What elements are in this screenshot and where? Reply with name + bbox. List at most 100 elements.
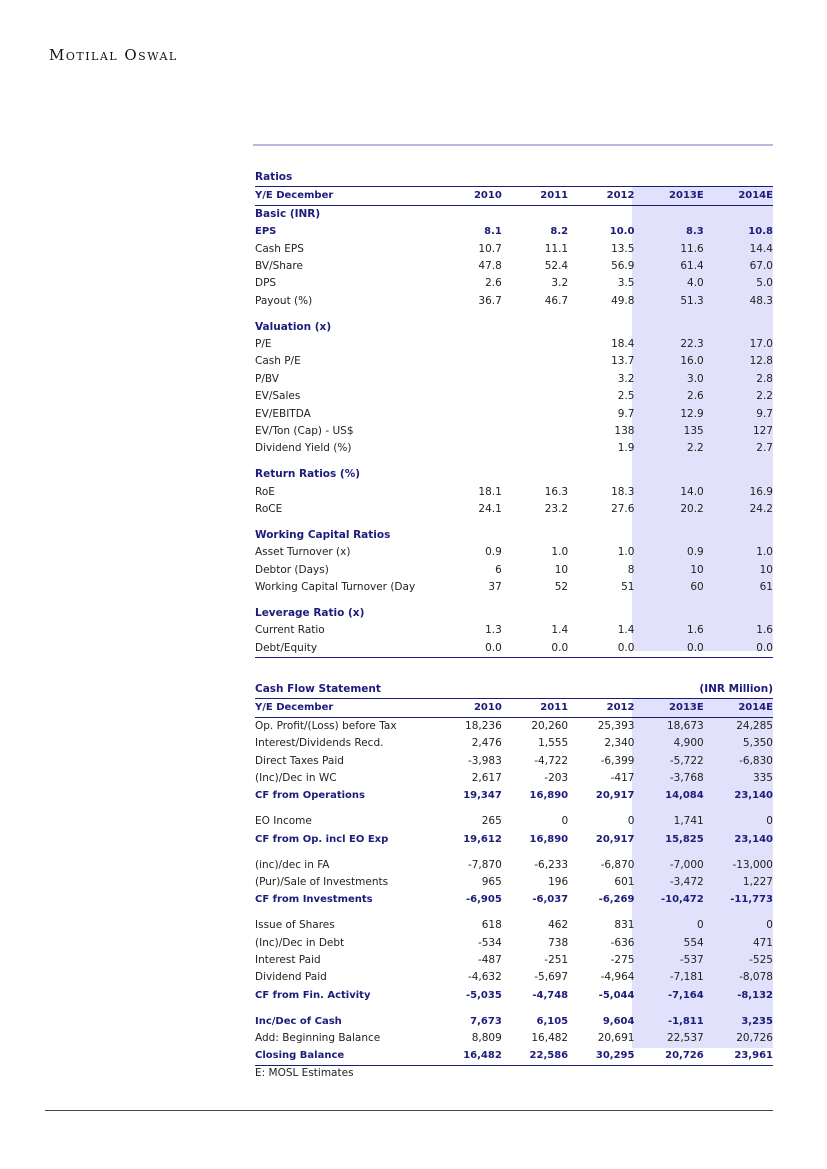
header-row: Y/E December 2010 2011 2012 2013E 2014E	[255, 699, 773, 718]
cell-value: 18,236	[465, 719, 502, 732]
table-row: RoE 18.1 16.3 18.3 14.0 16.9	[255, 484, 773, 501]
cell-value: 965	[481, 875, 502, 888]
table-row: (Inc)/Dec in Debt -534 738 -636 554 471	[255, 935, 773, 952]
cell-value: 51	[621, 581, 635, 594]
cell-value: 618	[481, 919, 502, 932]
cell-value: 8	[627, 563, 635, 576]
cell-value: 22.3	[680, 338, 704, 351]
row-label: Cash EPS	[255, 242, 304, 255]
cell-value: 47.8	[478, 259, 502, 272]
table-row: P/E 18.4 22.3 17.0	[255, 336, 773, 353]
ratios-table: Ratios Y/E December 2010 2011 2012 2013E…	[255, 169, 773, 659]
cell-value: 135	[683, 424, 704, 437]
cell-value: 30,295	[595, 1050, 635, 1062]
cell-value: 1,741	[673, 815, 704, 828]
cell-value: 1.6	[756, 624, 773, 637]
cell-value: -5,697	[534, 971, 569, 984]
cell-value: 19,612	[463, 833, 502, 845]
cell-value: 13.5	[611, 242, 635, 255]
table-title: Cash Flow Statement (INR Million)	[255, 681, 773, 700]
cell-value: 24,285	[736, 719, 773, 732]
cell-value: 335	[752, 771, 773, 784]
row-label: Interest Paid	[255, 953, 321, 966]
table-row: Debtor (Days) 6 10 8 10 10	[255, 562, 773, 579]
row-label: Dividend Yield (%)	[255, 442, 352, 455]
header-year: 2011	[540, 190, 569, 202]
section-heading: Valuation (x)	[255, 319, 773, 336]
row-label: EV/Sales	[255, 390, 301, 403]
brand-logo: Motilal Oswal	[49, 46, 178, 64]
cell-value: 462	[548, 919, 569, 932]
table-row: DPS 2.6 3.2 3.5 4.0 5.0	[255, 275, 773, 292]
cell-value: 8,809	[471, 1032, 502, 1045]
table-row: BV/Share 47.8 52.4 56.9 61.4 67.0	[255, 258, 773, 275]
cell-value: 0	[561, 815, 569, 828]
cell-value: 4.0	[687, 277, 704, 290]
cell-value: -8,132	[737, 989, 773, 1001]
cell-value: 2.8	[756, 372, 773, 385]
cell-value: 0	[766, 815, 773, 828]
cell-value: 10.7	[478, 242, 502, 255]
cell-value: 3.5	[617, 277, 635, 290]
header-year: 2014E	[738, 190, 773, 202]
cell-value: 8.1	[484, 226, 502, 238]
table-row: Cash P/E 13.7 16.0 12.8	[255, 353, 773, 370]
row-label: Basic (INR)	[255, 207, 321, 220]
table-row: Working Capital Turnover (Day 37 52 51 60 61	[255, 579, 773, 596]
row-label: Payout (%)	[255, 294, 313, 307]
cell-value: -525	[749, 953, 773, 966]
cell-value: 16,890	[529, 790, 569, 802]
cell-value: 2,617	[471, 771, 502, 784]
cell-value: 16.3	[544, 485, 569, 498]
cell-value: 7,673	[470, 1015, 502, 1027]
cell-value: -3,768	[669, 771, 704, 784]
cell-value: 22,537	[666, 1032, 704, 1045]
row-label: (inc)/dec in FA	[255, 858, 330, 871]
cell-value: 0	[766, 919, 773, 932]
header-year: 2011	[540, 702, 569, 714]
row-label: (Pur)/Sale of Investments	[255, 875, 389, 888]
header-year: 2013E	[669, 190, 704, 202]
header-year: 2010	[473, 702, 502, 714]
cell-value: -6,233	[534, 858, 569, 871]
cell-value: 56.9	[611, 259, 635, 272]
table-row: Debt/Equity 0.0 0.0 0.0 0.0 0.0	[255, 640, 773, 659]
cell-value: 37	[488, 581, 502, 594]
cell-value: 17.0	[749, 338, 773, 351]
table-row: Dividend Paid -4,632 -5,697 -4,964 -7,181 -8,…	[255, 969, 773, 986]
row-label: CF from Investments	[255, 894, 373, 906]
cell-value: 25,393	[597, 719, 635, 732]
row-label: EV/Ton (Cap) - US$	[255, 424, 354, 437]
cashflow-table: Cash Flow Statement (INR Million) Y/E De…	[255, 681, 773, 1079]
header-year: 2014E	[738, 702, 773, 714]
table-row: Interest Paid -487 -251 -275 -537 -525	[255, 952, 773, 969]
spacer-row	[255, 1004, 773, 1013]
cell-value: -4,632	[467, 971, 502, 984]
header-year: 2013E	[669, 702, 704, 714]
row-label: RoCE	[255, 503, 283, 516]
cell-value: -6,037	[532, 894, 569, 906]
cell-value: 1.6	[687, 624, 704, 637]
cell-value: 18.1	[478, 485, 502, 498]
row-label: P/BV	[255, 372, 279, 385]
row-label: EO Income	[255, 815, 312, 828]
row-label: Leverage Ratio (x)	[255, 606, 365, 619]
spacer-row	[255, 805, 773, 814]
footnote: E: MOSL Estimates	[255, 1066, 354, 1079]
cell-value: -636	[610, 936, 635, 949]
section-heading: Return Ratios (%)	[255, 466, 773, 483]
cell-value	[435, 423, 501, 440]
table-row: EV/Ton (Cap) - US$ 138 135 127	[255, 423, 773, 440]
cell-value: -3,472	[669, 875, 704, 888]
cell-value: 9.7	[617, 407, 635, 420]
cell-value: 9,604	[602, 1015, 635, 1027]
cell-value: -10,472	[660, 894, 704, 906]
table-row: Inc/Dec of Cash 7,673 6,105 9,604 -1,811 3,23…	[255, 1013, 773, 1030]
cell-value: 19,347	[463, 790, 502, 802]
row-label: Asset Turnover (x)	[255, 546, 351, 559]
cell-value: 0.9	[485, 546, 502, 559]
cell-value: 0.0	[687, 641, 704, 654]
row-label: RoE	[255, 485, 275, 498]
table-row: Current Ratio 1.3 1.4 1.4 1.6 1.6	[255, 622, 773, 639]
cell-value: 1,555	[538, 737, 569, 750]
